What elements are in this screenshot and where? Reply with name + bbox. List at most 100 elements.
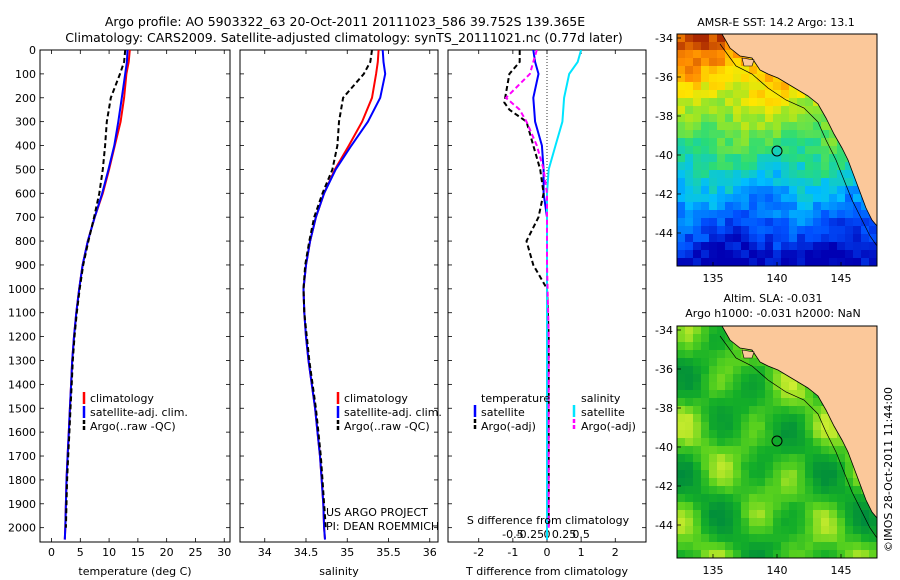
sst-cell xyxy=(789,90,798,99)
sst-cell xyxy=(869,218,877,227)
sst-cell xyxy=(845,162,854,171)
sst-cell xyxy=(813,178,822,187)
sla-cell xyxy=(757,438,766,447)
sla-cell xyxy=(757,414,766,423)
sla-cell xyxy=(701,510,710,519)
sla-cell xyxy=(733,358,742,367)
sst-cell xyxy=(749,138,758,147)
sst-map-ticks: 135 140 145 -34 -36 -38 -40 -42 -44 xyxy=(655,32,851,285)
sla-cell xyxy=(725,390,734,399)
sst-cell xyxy=(837,234,846,243)
sst-cell xyxy=(677,202,686,211)
sst-cell xyxy=(725,194,734,203)
sst-cell xyxy=(709,210,718,219)
sst-cell xyxy=(693,194,702,203)
salinity-xlabel: salinity xyxy=(319,565,359,578)
sla-cell xyxy=(765,366,774,375)
sst-cell xyxy=(709,162,718,171)
sst-cell xyxy=(797,218,806,227)
legend-label-argo: Argo(..raw -QC) xyxy=(90,420,176,433)
x-tick-label: 35 xyxy=(340,546,354,559)
sst-cell xyxy=(677,250,686,259)
sst-cell xyxy=(869,226,877,235)
y-tick-label: 800 xyxy=(15,235,36,248)
sst-cell xyxy=(741,202,750,211)
legend-label-climatology: climatology xyxy=(344,392,408,405)
y-tick-label: 600 xyxy=(15,187,36,200)
sla-cell xyxy=(749,502,758,511)
sla-cell xyxy=(813,398,822,407)
sst-cell xyxy=(749,82,758,91)
sla-cell xyxy=(725,382,734,391)
sst-cell xyxy=(765,242,774,251)
sla-cell xyxy=(821,406,830,415)
sla-cell xyxy=(677,398,686,407)
sla-cell xyxy=(677,342,686,351)
sst-cell xyxy=(781,98,790,107)
sst-cell xyxy=(837,170,846,179)
sst-cell xyxy=(797,106,806,115)
sst-cell xyxy=(733,178,742,187)
sst-cell xyxy=(821,122,830,131)
sla-cell xyxy=(829,502,838,511)
sla-cell xyxy=(853,502,862,511)
sla-cell xyxy=(693,366,702,375)
sst-cell xyxy=(677,242,686,251)
sst-cell xyxy=(789,106,798,115)
sla-cell xyxy=(797,550,806,558)
sla-cell xyxy=(741,462,750,471)
figure-title-line1: Argo profile: AO 5903322_63 20-Oct-2011 … xyxy=(105,14,585,29)
sla-cell xyxy=(693,518,702,527)
sst-cell xyxy=(677,42,686,51)
sla-cell xyxy=(837,470,846,479)
sla-cell xyxy=(701,542,710,551)
sst-cell xyxy=(757,106,766,115)
sst-cell xyxy=(701,122,710,131)
sla-cell xyxy=(781,454,790,463)
sst-cell xyxy=(757,258,766,266)
sst-cell xyxy=(709,138,718,147)
sla-cell xyxy=(725,374,734,383)
sla-cell xyxy=(773,438,782,447)
sla-cell xyxy=(765,414,774,423)
sla-cell xyxy=(733,526,742,535)
sla-cell xyxy=(805,494,814,503)
sla-cell xyxy=(749,526,758,535)
sst-cell xyxy=(741,178,750,187)
sst-cell xyxy=(853,210,862,219)
sla-cell xyxy=(829,518,838,527)
sla-cell xyxy=(693,430,702,439)
sst-cell xyxy=(685,90,694,99)
sst-cell xyxy=(805,194,814,203)
sla-cell xyxy=(765,518,774,527)
sla-cell xyxy=(717,494,726,503)
sla-cell xyxy=(781,478,790,487)
sst-cell xyxy=(701,186,710,195)
sst-cell xyxy=(693,202,702,211)
sla-cell xyxy=(765,534,774,543)
sst-cell xyxy=(773,154,782,163)
sst-cell xyxy=(829,146,838,155)
sla-cell xyxy=(717,382,726,391)
sst-cell xyxy=(725,162,734,171)
sla-cell xyxy=(677,550,686,558)
sst-cell xyxy=(765,218,774,227)
sla-cell xyxy=(765,526,774,535)
sst-cell xyxy=(709,146,718,155)
sla-cell xyxy=(773,446,782,455)
sla-cell xyxy=(693,494,702,503)
sst-cell xyxy=(701,202,710,211)
sla-cell xyxy=(749,366,758,375)
x-tick-label: 10 xyxy=(102,546,116,559)
sla-cell xyxy=(853,534,862,543)
sla-cell xyxy=(677,422,686,431)
sst-cell xyxy=(869,242,877,251)
sla-cell xyxy=(749,542,758,551)
pi-annotation: PI: DEAN ROEMMICH xyxy=(326,520,439,533)
sst-cell xyxy=(757,162,766,171)
sla-cell xyxy=(725,446,734,455)
legend-label-climatology: climatology xyxy=(90,392,154,405)
sst-cell xyxy=(845,234,854,243)
sla-cell xyxy=(725,350,734,359)
sst-cell xyxy=(765,250,774,259)
